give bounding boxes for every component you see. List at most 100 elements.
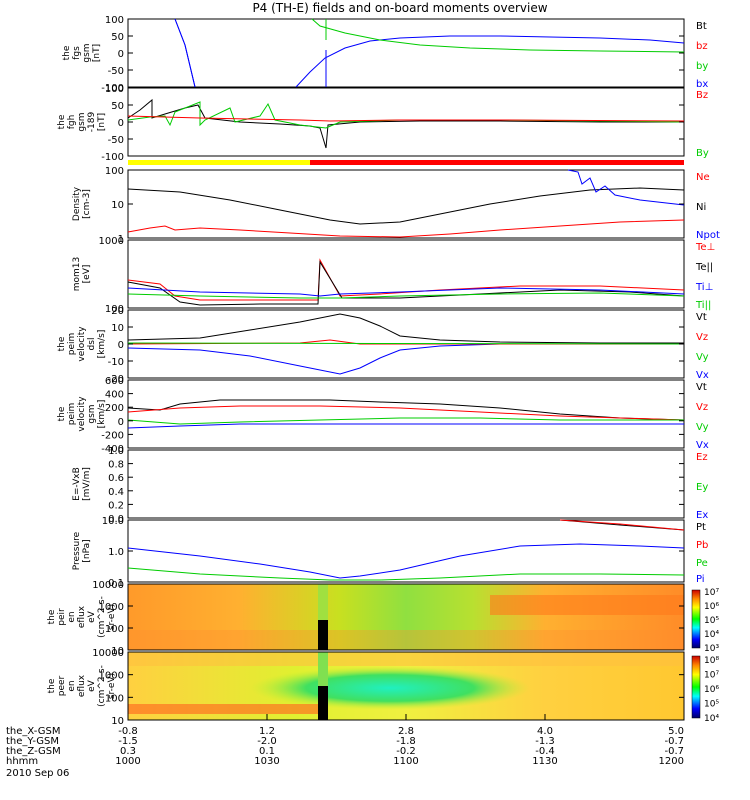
ylabel-line: en bbox=[67, 611, 77, 622]
elecspec-top bbox=[128, 652, 684, 666]
x-axis: the_X-GSM -0.8 1.2 2.8 4.0 5.0 the_Y-GSM -1.5 -2… bbox=[6, 714, 685, 767]
ytick-label: 100 bbox=[105, 693, 124, 704]
vperp-vx-trace bbox=[127, 343, 684, 375]
colorbar-label: 10⁷ bbox=[704, 588, 719, 598]
ytick-label: 0 bbox=[118, 118, 124, 129]
ytick-label: 0.4 bbox=[108, 487, 124, 498]
ionspec-gap-top bbox=[318, 584, 328, 620]
xaxis-value: -1.5 bbox=[118, 736, 138, 747]
fgs-bx-trace bbox=[174, 18, 196, 88]
ylabel-line: eV bbox=[87, 679, 97, 692]
figure-title: P4 (TH-E) fields and on-board moments ov… bbox=[252, 1, 547, 15]
ytick-label: 100 bbox=[105, 624, 124, 635]
xaxis-row-label: the_Y-GSM bbox=[6, 736, 59, 747]
ytick-label: 10 bbox=[111, 646, 124, 657]
ytick-label: -50 bbox=[108, 66, 124, 77]
ylabel-line: peim bbox=[67, 333, 77, 356]
ylabel-line: E=-VxB bbox=[72, 467, 82, 501]
panel-temp bbox=[127, 239, 685, 309]
xaxis-value: -0.7 bbox=[664, 746, 684, 757]
legend-entry: Ni bbox=[696, 202, 706, 213]
ylabel-line: eflux bbox=[77, 674, 87, 697]
fgs-bx-path bbox=[174, 18, 685, 88]
legend-entry: Vz bbox=[696, 332, 708, 343]
panel-pressure bbox=[127, 519, 685, 583]
ytick-label: 0.2 bbox=[108, 500, 124, 511]
ytick-label: 100 bbox=[105, 84, 124, 95]
legend-entry: Vx bbox=[696, 440, 709, 451]
ytick-label: 600 bbox=[105, 376, 124, 387]
temp-red-trace bbox=[127, 258, 685, 301]
legend-entry: Vt bbox=[696, 382, 707, 393]
xaxis-value: 0.1 bbox=[259, 746, 275, 757]
vgsm-vx-trace bbox=[127, 423, 684, 429]
legend-entry: Bz bbox=[696, 90, 708, 101]
xaxis-value: 1200 bbox=[659, 756, 684, 767]
ytick-label: 100 bbox=[105, 15, 124, 26]
legend-entry: Bt bbox=[696, 21, 707, 32]
fgh-green-trace bbox=[127, 101, 685, 129]
ytick-label: -100 bbox=[101, 152, 124, 163]
ionspec-low bbox=[128, 630, 684, 650]
vgsm-vy-trace bbox=[127, 417, 684, 425]
mode-bar-red bbox=[310, 160, 684, 165]
xaxis-row-label: the_X-GSM bbox=[6, 726, 60, 737]
xaxis-value: 1030 bbox=[254, 756, 279, 767]
ylabel-line: (cm^2-s- bbox=[97, 596, 107, 638]
ylabel-line: gsm bbox=[77, 112, 87, 131]
legend-entry: Vt bbox=[696, 312, 707, 323]
ytick-label: 1000 bbox=[99, 236, 124, 247]
fgh-black-trace bbox=[127, 98, 684, 149]
ylabel-line: (cm^2-s- bbox=[97, 665, 107, 707]
ytick-label: 10 bbox=[111, 323, 124, 334]
fgs-by-path bbox=[311, 18, 685, 53]
ylabel-line: the bbox=[47, 609, 57, 624]
ionspec-gap bbox=[318, 620, 328, 650]
colorbar-label: 10⁴ bbox=[704, 630, 719, 640]
density-ne-trace bbox=[127, 219, 685, 238]
ytick-label: -10 bbox=[108, 357, 124, 368]
ytick-label: 1.0 bbox=[108, 446, 124, 457]
legend-entry: Npot bbox=[696, 230, 720, 241]
y-axis-labels: the fgs gsm [nT]the fgh gsm -189 [nT]Density [cm… bbox=[47, 43, 117, 706]
panel-fgh bbox=[127, 87, 685, 157]
ytick-label: -20 bbox=[108, 374, 124, 385]
density-npot-trace bbox=[567, 169, 685, 206]
ylabel-line: fgs bbox=[72, 46, 82, 60]
elecspec-gap-top bbox=[318, 652, 328, 686]
xaxis-value: 1130 bbox=[532, 756, 557, 767]
fgh-red-trace bbox=[127, 115, 685, 122]
density-ni-trace bbox=[127, 187, 685, 225]
colorbar-label: 10⁵ bbox=[704, 616, 719, 626]
ylabel-line: peer bbox=[57, 675, 67, 696]
xaxis-row-label: the_Z-GSM bbox=[6, 746, 61, 757]
ylabel-line: [km/s] bbox=[97, 330, 107, 359]
legend-entry: Ti|| bbox=[695, 300, 711, 311]
ytick-label: 0.6 bbox=[108, 473, 124, 484]
ylabel-line: en bbox=[67, 680, 77, 691]
colorbar-label: 10⁶ bbox=[704, 685, 719, 695]
ylabel-line: [nT] bbox=[97, 113, 107, 131]
ytick-label: -400 bbox=[101, 444, 124, 455]
xaxis-value: -1.8 bbox=[396, 736, 416, 747]
vperp-vy-trace bbox=[127, 342, 685, 345]
ionspec-hot bbox=[490, 595, 684, 615]
ylabel-line: velocity bbox=[77, 326, 87, 362]
colorbar-label: 10⁷ bbox=[704, 671, 719, 681]
xaxis-value: 1.2 bbox=[259, 726, 275, 737]
xaxis-value: -0.8 bbox=[118, 726, 138, 737]
legend-entry: By bbox=[696, 148, 709, 159]
ylabel-line: peim bbox=[67, 403, 77, 426]
xaxis-value: 1100 bbox=[393, 756, 418, 767]
temp-blue-trace bbox=[127, 287, 685, 297]
ytick-label: -200 bbox=[101, 430, 124, 441]
ylabel-line: sr-eV) bbox=[107, 604, 117, 630]
ytick-label: 10000 bbox=[92, 580, 124, 591]
ytick-label: -100 bbox=[101, 83, 124, 94]
ylabel-line: sr-eV) bbox=[107, 673, 117, 699]
ytick-label: 1.0 bbox=[108, 547, 124, 558]
legend-entry: Ti⊥ bbox=[695, 282, 713, 293]
ylabel-line: eflux bbox=[77, 605, 87, 628]
panel-vgsm bbox=[127, 379, 685, 449]
